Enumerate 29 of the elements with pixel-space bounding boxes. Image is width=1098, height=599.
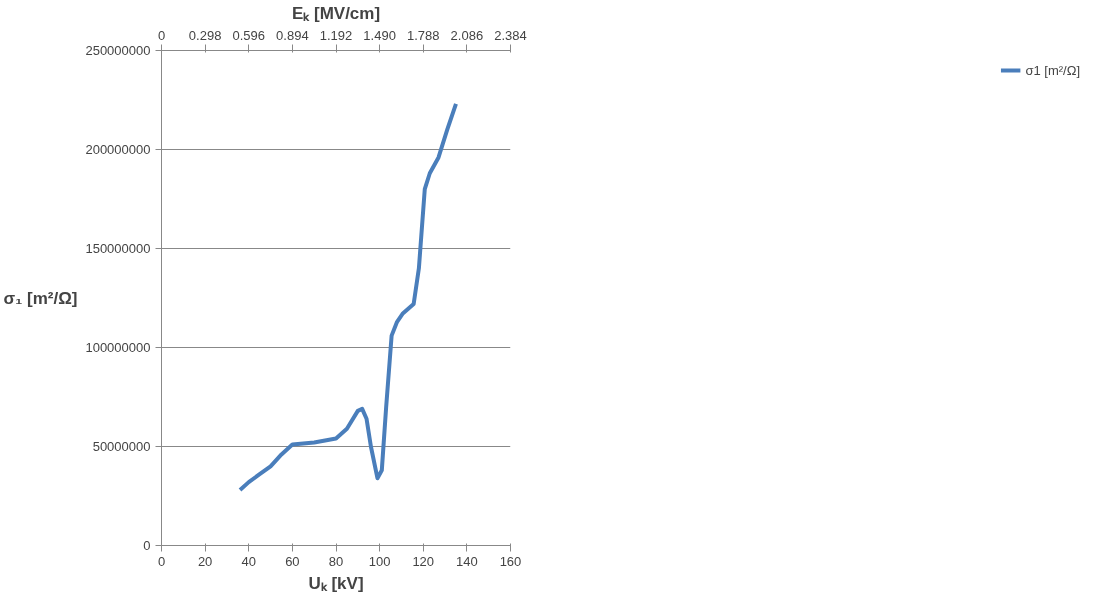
x2-tick-label: 1.490 — [363, 27, 396, 43]
legend-label: σ1 [m²/Ω] — [1025, 62, 1080, 78]
x-axis-title: Uₖ [kV] — [308, 573, 364, 593]
x-tick-label: 20 — [197, 553, 213, 569]
x2-tick-label: 2.384 — [494, 27, 527, 43]
x-tick-label: 100 — [368, 553, 391, 569]
y-tick-label: 250000000 — [85, 43, 151, 58]
y-tick-label: 50000000 — [92, 439, 151, 454]
line-series — [238, 101, 458, 493]
x-tick-label: 0 — [157, 553, 166, 569]
x2-tick-label: 0.298 — [188, 27, 222, 43]
x2-tick-label: 0.596 — [232, 27, 266, 43]
x2-tick-label: 0 — [157, 27, 166, 43]
x2-tick-label: 1.788 — [406, 27, 440, 43]
x2-axis-title: Eₖ [MV/cm] — [291, 3, 381, 23]
y-tick-label: 150000000 — [85, 241, 151, 256]
x-tick-label: 40 — [241, 553, 256, 569]
y-axis-title: σ₁ [m²/Ω] — [3, 288, 78, 308]
y-tick-label: 0 — [143, 538, 151, 553]
x2-tick-label: 2.086 — [450, 27, 484, 43]
x-tick-label: 160 — [499, 553, 522, 569]
x2-tick-label: 1.192 — [319, 27, 353, 43]
x-tick-label: 80 — [328, 553, 344, 569]
x-tick-label: 140 — [456, 553, 478, 569]
x-tick-label: 60 — [285, 553, 300, 569]
x2-tick-label: 0.894 — [276, 27, 309, 43]
y-tick-label: 100000000 — [85, 340, 151, 355]
y-tick-label: 200000000 — [85, 142, 151, 157]
x-tick-label: 120 — [412, 553, 435, 569]
